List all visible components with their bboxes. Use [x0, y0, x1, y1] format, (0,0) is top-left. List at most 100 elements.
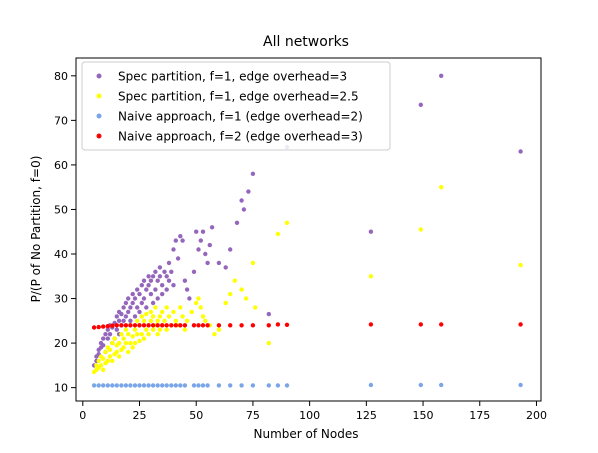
x-tick-label: 200	[526, 409, 547, 422]
data-point	[116, 318, 122, 323]
y-tick-label: 20	[54, 337, 68, 350]
data-point	[518, 382, 523, 388]
data-point	[164, 323, 169, 328]
data-point	[146, 383, 151, 388]
data-point	[144, 311, 149, 317]
data-point	[150, 383, 156, 388]
data-point	[135, 332, 140, 337]
data-point	[275, 231, 281, 237]
data-point	[191, 383, 197, 388]
data-point	[157, 274, 163, 279]
data-point	[194, 300, 199, 306]
data-point	[175, 256, 181, 261]
data-point	[250, 260, 256, 266]
data-point	[198, 238, 203, 243]
data-point	[141, 296, 147, 301]
data-point	[232, 278, 237, 283]
data-point	[157, 314, 163, 319]
data-point	[105, 324, 111, 329]
data-point	[216, 260, 222, 266]
data-point	[205, 323, 210, 328]
data-point	[141, 323, 147, 328]
data-point	[196, 296, 201, 301]
data-point	[266, 311, 271, 317]
data-point	[114, 323, 120, 328]
data-point	[146, 283, 151, 288]
data-point	[103, 332, 108, 337]
data-point	[107, 354, 113, 359]
data-point	[196, 247, 201, 252]
data-point	[150, 314, 156, 319]
data-point	[153, 305, 158, 310]
data-point	[126, 296, 131, 301]
data-point	[203, 251, 208, 257]
data-point	[284, 220, 290, 225]
data-point	[518, 262, 523, 268]
data-point	[164, 287, 169, 292]
data-point	[180, 238, 185, 243]
data-point	[250, 383, 256, 388]
data-point	[132, 327, 138, 332]
data-point	[96, 383, 101, 388]
data-point	[368, 229, 374, 234]
legend-box	[81, 61, 391, 151]
legend-marker	[96, 73, 102, 79]
data-point	[196, 323, 201, 328]
data-point	[137, 323, 142, 328]
data-point	[144, 287, 149, 292]
data-point	[216, 327, 222, 332]
data-point	[123, 383, 129, 388]
data-point	[200, 229, 206, 234]
data-point	[160, 291, 165, 297]
data-point	[212, 332, 217, 337]
data-point	[182, 383, 188, 388]
data-point	[146, 323, 151, 328]
data-point	[148, 291, 154, 297]
data-point	[139, 300, 144, 306]
data-point	[110, 358, 115, 364]
data-point	[178, 323, 183, 328]
data-point	[144, 305, 149, 310]
data-point	[368, 274, 374, 279]
data-point	[173, 238, 178, 243]
x-tick-label: 175	[469, 409, 490, 422]
data-point	[171, 283, 176, 288]
data-point	[250, 323, 256, 328]
data-point	[160, 309, 165, 315]
data-point	[91, 325, 97, 330]
x-tick-label: 25	[133, 409, 147, 422]
data-point	[150, 300, 156, 306]
data-point	[126, 309, 131, 315]
data-point	[228, 323, 233, 328]
data-point	[284, 322, 290, 327]
data-point	[200, 383, 206, 388]
data-point	[123, 314, 129, 319]
data-point	[209, 225, 215, 230]
data-point	[132, 296, 138, 301]
data-point	[196, 383, 201, 388]
data-point	[189, 309, 194, 315]
data-point	[139, 283, 144, 288]
data-point	[123, 327, 129, 332]
data-point	[166, 314, 172, 319]
data-point	[182, 327, 188, 332]
data-point	[132, 314, 138, 319]
data-point	[160, 383, 165, 388]
legend: Spec partition, f=1, edge overhead=3 Spec…	[81, 61, 391, 151]
data-point	[518, 322, 523, 327]
data-point	[275, 322, 281, 327]
data-point	[203, 318, 208, 323]
data-point	[150, 327, 156, 332]
data-point	[137, 309, 142, 315]
data-point	[130, 334, 135, 339]
data-point	[284, 383, 290, 388]
data-point	[160, 323, 165, 328]
data-point	[169, 269, 174, 274]
data-point	[141, 336, 147, 341]
data-point	[157, 265, 163, 270]
data-point	[137, 338, 142, 344]
legend-marker	[96, 93, 102, 99]
data-point	[162, 269, 167, 274]
data-point	[266, 323, 271, 328]
